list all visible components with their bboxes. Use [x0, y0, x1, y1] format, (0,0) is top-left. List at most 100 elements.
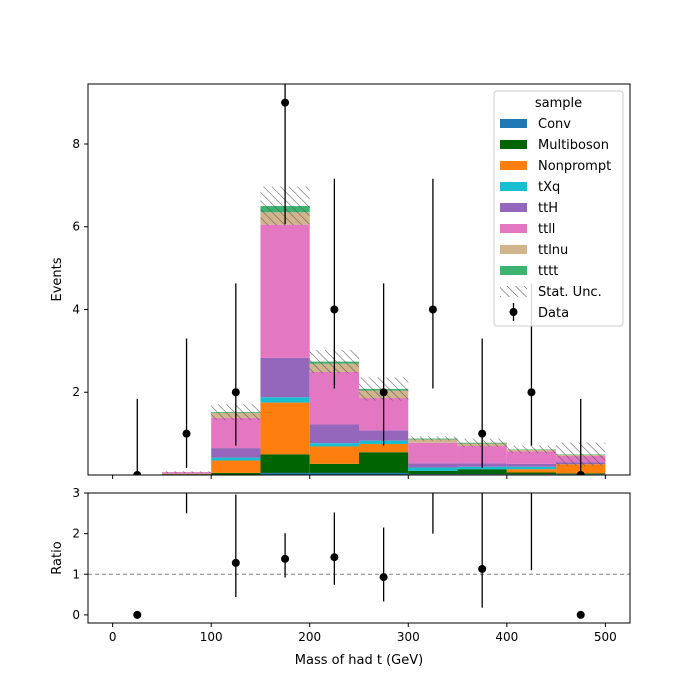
legend-items: Conv Multiboson Nonprompt tXq ttH ttll ttlnu tt…	[500, 117, 611, 321]
ratio-xtick-label: 300	[397, 630, 420, 644]
ratio-point-5	[379, 573, 388, 582]
ratio-xtick-label: 500	[594, 630, 617, 644]
bar-tth-bin-4	[309, 424, 359, 444]
legend-label-txq: tXq	[538, 180, 560, 195]
ratio-y-axis-label: Ratio	[50, 541, 65, 574]
ratio-point-4	[330, 553, 339, 562]
legend-swatch-stat-unc	[500, 286, 527, 297]
ratio-point-7	[478, 564, 487, 573]
bar-nonprompt-bin-2	[211, 460, 261, 473]
ratio-ytick-label: 3	[72, 486, 80, 500]
main-y-ticks: 2 4 6 8	[72, 137, 88, 399]
legend-label-ttll: ttll	[538, 222, 555, 237]
legend-swatch-ttll	[500, 224, 527, 233]
legend-label-conv: Conv	[538, 117, 571, 132]
ratio-plot-frame	[87, 492, 631, 624]
legend-label-stat-unc: Stat. Unc.	[538, 285, 602, 300]
bar-nonprompt-bin-8	[506, 469, 557, 473]
stat-unc-band-bin-1	[161, 471, 212, 473]
legend-swatch-tth	[500, 203, 527, 212]
main-ytick-label: 2	[72, 385, 80, 399]
main-ytick-label: 6	[72, 220, 80, 234]
data-point-6	[428, 305, 437, 314]
main-ytick-label: 8	[72, 137, 80, 151]
data-point-8	[527, 388, 536, 397]
legend-label-data: Data	[538, 306, 569, 321]
ratio-panel: 0 1 2 3 0 100 200 300 400 500 Ratio Mass of had …	[50, 486, 631, 668]
bar-multiboson-bin-7	[457, 469, 507, 475]
ratio-points	[133, 493, 585, 619]
legend-title: sample	[535, 96, 582, 111]
data-point-3	[281, 98, 290, 107]
legend-swatch-ttlnu	[500, 245, 527, 254]
data-points	[133, 84, 585, 475]
ratio-xtick-label: 0	[109, 630, 117, 644]
main-y-axis-label: Events	[50, 257, 65, 301]
ratio-y-ticks: 0 1 2 3	[72, 486, 88, 622]
ratio-ytick-label: 2	[72, 527, 80, 541]
legend-label-tttt: tttt	[538, 264, 558, 279]
bar-tth-bin-2	[211, 448, 261, 458]
bar-conv-bin-5	[359, 472, 409, 475]
legend-swatch-conv	[500, 119, 527, 128]
bar-conv-bin-4	[309, 472, 359, 475]
ratio-point-0	[133, 610, 142, 619]
data-point-1	[182, 429, 191, 438]
bar-multiboson-bin-8	[506, 472, 557, 475]
bar-multiboson-bin-3	[260, 454, 310, 473]
data-point-7	[478, 429, 487, 438]
ratio-point-9	[576, 610, 585, 619]
legend: sample Conv Multiboson Nonprompt tXq ttH ttll…	[493, 90, 624, 327]
legend-data-marker	[509, 308, 518, 316]
bar-txq-bin-8	[506, 466, 557, 470]
bar-multiboson-bin-2	[211, 472, 261, 475]
data-point-5	[379, 388, 388, 397]
bar-nonprompt-bin-5	[359, 443, 409, 453]
ratio-xtick-label: 100	[200, 630, 223, 644]
bar-multiboson-bin-4	[309, 463, 359, 473]
bar-txq-bin-2	[211, 457, 261, 461]
main-panel: 2 4 6 8 Events	[50, 83, 631, 479]
stat-unc-band-bin-6	[408, 436, 458, 441]
bar-txq-bin-6	[408, 467, 458, 471]
legend-swatch-nonprompt	[500, 161, 527, 170]
bar-nonprompt-bin-3	[260, 402, 310, 455]
bar-tth-bin-8	[506, 463, 557, 467]
main-plot-frame	[87, 83, 631, 476]
main-x-ticks	[112, 475, 606, 479]
bar-ttll-bin-8	[506, 451, 557, 464]
ratio-ytick-label: 1	[72, 567, 80, 581]
bar-ttll-bin-3	[260, 224, 310, 358]
legend-label-multiboson: Multiboson	[538, 138, 609, 153]
ratio-xtick-label: 200	[298, 630, 321, 644]
bar-multiboson-bin-6	[408, 470, 458, 475]
ratio-xtick-label: 400	[495, 630, 518, 644]
stat-unc-band-bin-8	[506, 445, 557, 454]
legend-swatch-tttt	[500, 266, 527, 275]
legend-swatch-multiboson	[500, 140, 527, 149]
ratio-point-2	[231, 558, 240, 567]
bar-tth-bin-3	[260, 357, 310, 398]
legend-swatch-txq	[500, 182, 527, 191]
x-axis-label: Mass of had t (GeV)	[295, 653, 423, 668]
main-ytick-label: 4	[72, 302, 80, 316]
bar-multiboson-bin-5	[359, 452, 409, 473]
bar-txq-bin-4	[309, 443, 359, 447]
ratio-x-ticks: 0 100 200 300 400 500	[109, 623, 617, 644]
bar-tth-bin-6	[408, 463, 458, 468]
data-point-0	[133, 471, 142, 475]
data-point-2	[231, 388, 240, 397]
legend-label-ttlnu: ttlnu	[538, 243, 568, 258]
ratio-point-3	[281, 554, 290, 563]
bar-ttll-bin-6	[408, 442, 458, 464]
legend-label-tth: ttH	[538, 201, 558, 216]
data-point-4	[330, 305, 339, 314]
bar-txq-bin-3	[260, 397, 310, 403]
legend-label-nonprompt: Nonprompt	[538, 159, 611, 174]
bar-nonprompt-bin-4	[309, 446, 359, 464]
bar-conv-bin-3	[260, 472, 310, 475]
data-point-9	[576, 471, 585, 475]
bar-ttlnu-bin-6	[408, 439, 458, 443]
ratio-ytick-label: 0	[72, 608, 80, 622]
